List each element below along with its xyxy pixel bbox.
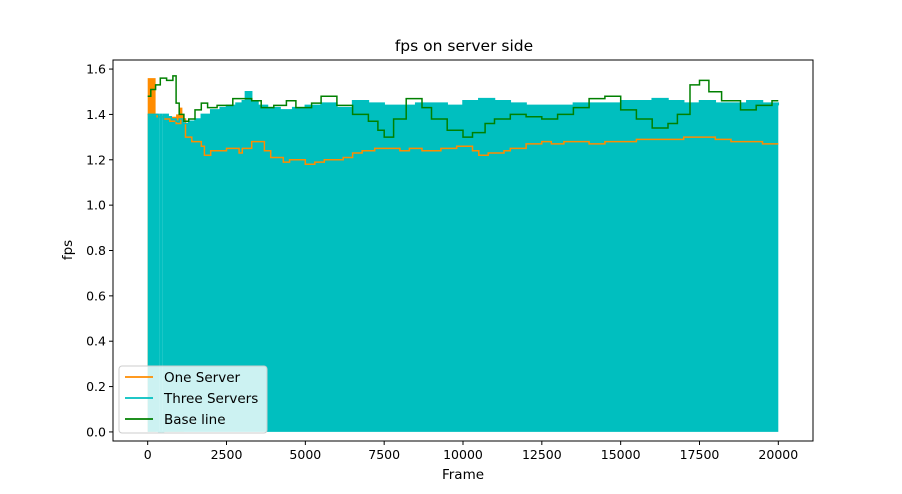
legend-label: Base line bbox=[164, 412, 226, 428]
y-tick-label: 1.2 bbox=[86, 152, 106, 167]
y-axis: 0.0 0.2 0.4 0.6 0.8 1.0 1.2 1.4 1.6 bbox=[86, 62, 113, 439]
legend-label: Three Servers bbox=[163, 391, 258, 407]
legend-label: One Server bbox=[164, 370, 240, 386]
x-tick-label: 5000 bbox=[289, 447, 321, 462]
y-tick-label: 0.0 bbox=[86, 424, 106, 439]
y-tick-label: 1.0 bbox=[86, 198, 106, 213]
x-tick-label: 12500 bbox=[522, 447, 562, 462]
y-tick-label: 0.4 bbox=[86, 334, 106, 349]
x-tick-label: 2500 bbox=[211, 447, 243, 462]
x-tick-label: 20000 bbox=[758, 447, 798, 462]
y-tick-label: 1.4 bbox=[86, 107, 106, 122]
series-line-1 bbox=[147, 91, 780, 433]
x-tick-label: 0 bbox=[144, 447, 152, 462]
fills-layer bbox=[147, 78, 779, 432]
y-axis-label: fps bbox=[60, 240, 76, 260]
chart-title: fps on server side bbox=[395, 37, 533, 55]
x-tick-label: 10000 bbox=[443, 447, 483, 462]
x-axis: 0 2500 5000 7500 10000 12500 15000 17500 20000 bbox=[144, 441, 798, 462]
fill-area-1 bbox=[147, 91, 779, 432]
x-tick-label: 17500 bbox=[680, 447, 720, 462]
legend: One Server Three Servers Base line bbox=[118, 365, 268, 434]
x-tick-label: 7500 bbox=[368, 447, 400, 462]
y-tick-label: 0.6 bbox=[86, 288, 106, 303]
legend-box bbox=[118, 365, 268, 434]
x-axis-label: Frame bbox=[442, 467, 484, 483]
y-tick-label: 0.2 bbox=[86, 379, 106, 394]
series-line-2 bbox=[147, 75, 779, 138]
x-tick-label: 15000 bbox=[601, 447, 641, 462]
y-tick-label: 1.6 bbox=[86, 62, 106, 77]
series-layer bbox=[147, 75, 780, 433]
y-tick-label: 0.8 bbox=[86, 243, 106, 258]
series-line-0 bbox=[147, 111, 779, 166]
